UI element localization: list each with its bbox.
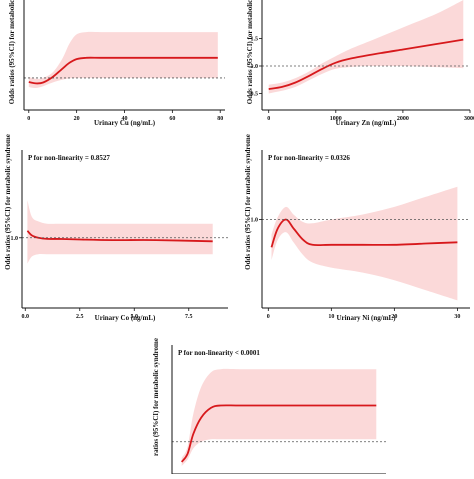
- x-axis-title: Urinary Co (ng/mL): [95, 314, 156, 322]
- or-curve: [26, 230, 213, 243]
- x-tick-label: 20: [74, 116, 80, 122]
- or-curve: [28, 56, 218, 85]
- x-tick-label: 20: [391, 314, 397, 320]
- p-nonlinearity-label: P for non-linearity < 0.0001: [178, 349, 260, 357]
- ci-band: [28, 31, 218, 89]
- or-curve: [268, 38, 464, 90]
- y-tick-label: 1.5: [251, 37, 259, 43]
- panel-last: ratios (95%CI) for metabolic syndrome P f…: [152, 338, 386, 475]
- x-tick-label: 10: [328, 314, 334, 320]
- y-axis-title: Odds ratios (95%CI) for metabolic syndro…: [4, 134, 12, 270]
- x-axis-title: Urinary Cu (ng/mL): [94, 119, 156, 127]
- x-tick-label: 2000: [397, 116, 409, 122]
- x-tick-label: 60: [169, 116, 175, 122]
- x-tick-label: 5.0: [131, 314, 139, 320]
- y-axis-title: Odds ratios (95%CI) for metabolic syndro…: [244, 134, 252, 270]
- x-axis-title: Urinary Ni (ng/mL): [336, 314, 396, 322]
- ci-band: [181, 368, 377, 466]
- x-tick-label: 80: [217, 116, 223, 122]
- or-curve: [180, 404, 377, 463]
- x-tick-label: 40: [122, 116, 128, 122]
- or-curve: [270, 218, 458, 248]
- y-tick-label: 1.0: [11, 236, 19, 242]
- y-axis-title: ratios (95%CI) for metabolic syndrome: [152, 338, 160, 456]
- ci-band: [27, 200, 213, 264]
- x-tick-label: 0: [27, 116, 30, 122]
- x-tick-label: 0: [267, 116, 270, 122]
- ci-band: [271, 186, 458, 301]
- p-nonlinearity-label: P for non-linearity = 0.0326: [268, 154, 350, 162]
- y-tick-label: 0.5: [251, 92, 259, 98]
- x-tick-label: 0.0: [22, 314, 30, 320]
- y-axis-title: Odds ratios (95%CI) for metabolic: [246, 0, 254, 104]
- x-tick-label: 2.5: [76, 314, 84, 320]
- y-tick-label: 1.0: [251, 64, 259, 70]
- x-tick-label: 0: [267, 314, 270, 320]
- y-axis-title: Odds ratios (95%CI) for metabolic: [8, 0, 16, 104]
- x-tick-label: 30: [454, 314, 460, 320]
- ci-band: [268, 0, 464, 94]
- y-tick-label: 1.0: [251, 218, 259, 224]
- x-axis-title: Urinary Zn (ng/mL): [336, 119, 397, 127]
- p-nonlinearity-label: P for non-linearity = 0.8527: [28, 154, 110, 162]
- x-tick-label: 1000: [330, 116, 342, 122]
- panel-cu: 0 20 40 60 80 Urinary Cu (ng/mL) Odds ratios (…: [8, 0, 225, 127]
- panel-ni: 0 10 20 30 1.0 Urinary Ni (ng/mL) Odds ratios …: [244, 134, 470, 322]
- panel-co: 0.0 2.5 5.0 7.5 1.0 Urinary Co (ng/mL) Odds ra…: [4, 134, 228, 322]
- x-tick-label: 7.5: [185, 314, 193, 320]
